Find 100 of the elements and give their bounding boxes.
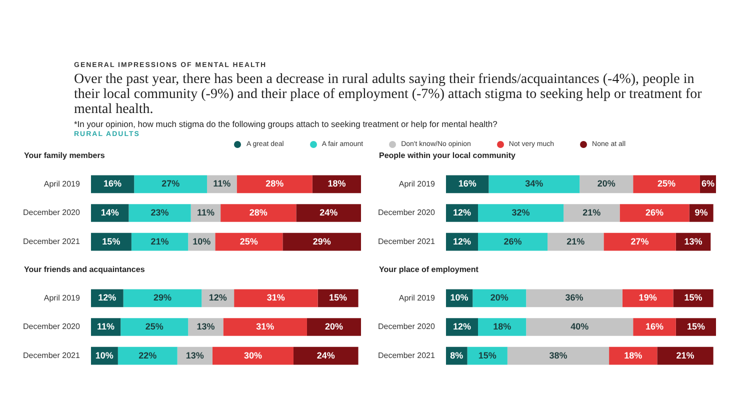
y-tick-label: December 2021 — [23, 351, 80, 360]
data-label: 38% — [549, 350, 568, 360]
text: Over the past year, there has been a decrease in rural adults saying their friends/acquaintances (-4%), people in their local community (-9%) and their place of employment (-7%) attach stigma to seeking help or treatment for mental health. — [74, 72, 703, 117]
bar — [478, 204, 564, 222]
y-tick-label: December 2020 — [378, 208, 436, 218]
bar — [223, 318, 307, 336]
bar — [564, 204, 620, 222]
data-label: 11% — [213, 178, 231, 189]
data-label: 18% — [328, 178, 346, 189]
data-label: 30% — [244, 350, 262, 360]
bar — [472, 289, 526, 308]
bar — [633, 318, 676, 336]
bar — [478, 232, 548, 251]
y-tick-label: December 2020 — [378, 322, 436, 332]
data-label: 20% — [324, 321, 343, 332]
data-label: 16% — [104, 178, 122, 189]
bar — [526, 289, 622, 308]
bar — [548, 232, 604, 251]
bar — [488, 175, 580, 194]
data-label: 29% — [153, 292, 172, 303]
data-label: 20% — [490, 292, 508, 303]
data-label: 13% — [196, 321, 215, 332]
bar — [478, 318, 526, 336]
y-tick-label: December 2021 — [378, 237, 436, 246]
data-label: 11% — [196, 207, 214, 218]
chart-title: Your family members — [23, 150, 106, 162]
y-tick-label: April 2019 — [398, 293, 436, 302]
data-label: 14% — [100, 207, 119, 218]
data-label: 25% — [658, 178, 676, 189]
bar — [120, 318, 188, 336]
text: *In your opinion, how much stigma do the following groups attach to seeking treatment or help for mental health? — [74, 119, 498, 129]
data-label: 13% — [684, 236, 702, 246]
data-label: 21% — [566, 236, 585, 246]
data-label: 27% — [630, 236, 649, 246]
bar — [507, 346, 610, 365]
data-label: 40% — [570, 321, 589, 332]
bar — [657, 346, 714, 365]
bar — [118, 346, 178, 365]
bar — [306, 318, 361, 336]
data-label: 15% — [329, 292, 348, 303]
bar — [526, 318, 634, 336]
data-label: 8% — [450, 350, 464, 360]
data-label: 25% — [240, 236, 258, 246]
data-label: 24% — [320, 207, 338, 218]
bar — [131, 232, 188, 251]
bar — [282, 232, 361, 251]
data-label: 31% — [256, 321, 274, 332]
data-label: 27% — [162, 178, 180, 189]
chart-title: Your friends and acquaintances — [23, 264, 146, 276]
data-label: 12% — [208, 292, 227, 303]
data-label: 19% — [638, 292, 657, 303]
y-tick-label: December 2020 — [23, 208, 80, 218]
data-label: 24% — [316, 350, 335, 360]
bar — [234, 289, 318, 308]
data-label: 6% — [701, 178, 714, 189]
data-label: 28% — [266, 178, 284, 189]
bar — [128, 204, 191, 222]
data-label: 11% — [97, 321, 115, 332]
bar — [676, 318, 716, 336]
data-label: 12% — [452, 207, 471, 218]
data-label: 12% — [452, 236, 471, 246]
bar — [633, 175, 700, 194]
y-tick-label: December 2021 — [23, 237, 80, 246]
bar — [604, 232, 676, 251]
bar — [220, 204, 296, 222]
data-label: 36% — [565, 292, 584, 303]
data-label: 9% — [694, 207, 708, 218]
data-label: 34% — [525, 178, 544, 189]
data-label: 28% — [249, 207, 268, 218]
bar — [134, 175, 208, 194]
bar — [296, 204, 361, 222]
bar — [580, 175, 634, 194]
data-label: 10% — [450, 292, 468, 303]
data-label: 13% — [186, 350, 204, 360]
data-label: 31% — [266, 292, 285, 303]
data-label: 16% — [458, 178, 476, 189]
chart-title: Your place of employment — [378, 264, 480, 276]
y-tick-label: December 2021 — [378, 351, 436, 360]
data-label: 10% — [95, 350, 114, 360]
bar — [293, 346, 358, 365]
data-label: 23% — [150, 207, 169, 218]
bar — [215, 232, 283, 251]
bar — [212, 346, 294, 365]
y-tick-label: April 2019 — [44, 179, 80, 188]
bar — [236, 175, 312, 194]
data-label: 18% — [493, 321, 512, 332]
y-tick-label: April 2019 — [44, 293, 80, 302]
data-label: 15% — [686, 321, 705, 332]
data-label: 15% — [684, 292, 702, 303]
data-label: 26% — [504, 236, 522, 246]
data-label: 10% — [192, 236, 211, 246]
data-label: 26% — [645, 207, 664, 218]
data-label: 20% — [597, 178, 616, 189]
data-label: 29% — [312, 236, 331, 246]
data-label: 21% — [676, 350, 694, 360]
bar — [188, 318, 224, 336]
data-label: 21% — [150, 236, 169, 246]
data-label: 25% — [145, 321, 164, 332]
data-label: 18% — [624, 350, 642, 360]
bar — [123, 289, 202, 308]
